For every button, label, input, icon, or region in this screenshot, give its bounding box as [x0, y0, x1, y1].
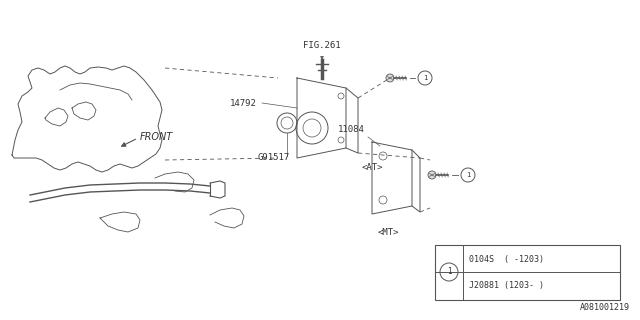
Text: 1: 1 [447, 268, 451, 276]
Text: G91517: G91517 [257, 153, 289, 162]
Circle shape [428, 171, 436, 179]
Text: <AT>: <AT> [362, 163, 383, 172]
Text: 1: 1 [423, 75, 427, 81]
Text: 14792: 14792 [230, 99, 257, 108]
Bar [435, 245, 620, 300]
Text: 1: 1 [466, 172, 470, 178]
Text: <MT>: <MT> [377, 228, 399, 237]
Text: 0104S  ( -1203): 0104S ( -1203) [469, 255, 544, 264]
Text: FRONT: FRONT [140, 132, 173, 142]
Text: A081001219: A081001219 [580, 303, 630, 312]
Text: FIG.261: FIG.261 [303, 41, 341, 50]
Text: J20881 (1203- ): J20881 (1203- ) [469, 281, 544, 290]
Circle shape [386, 74, 394, 82]
Text: 11084: 11084 [338, 125, 365, 134]
